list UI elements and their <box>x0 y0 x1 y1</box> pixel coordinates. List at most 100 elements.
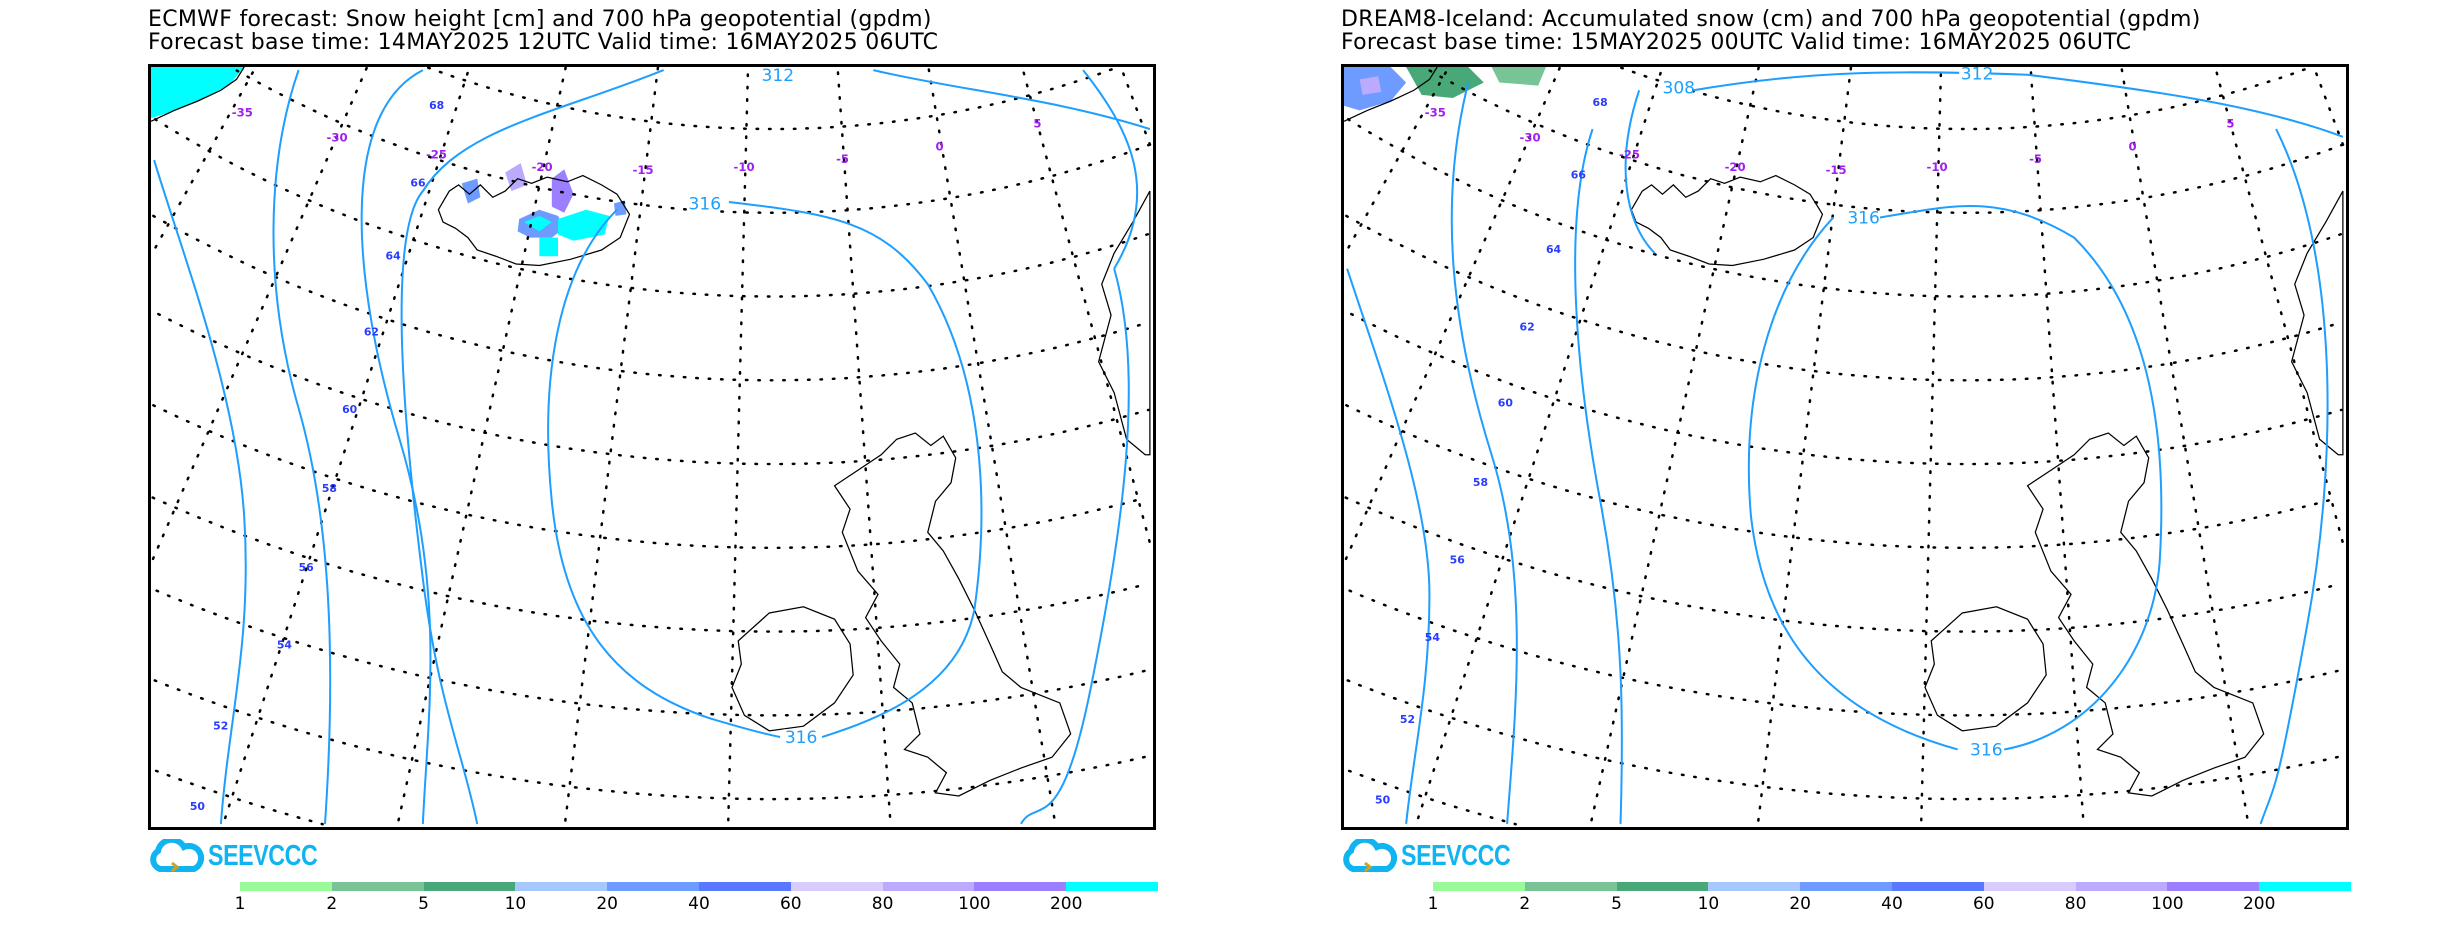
parallel-line <box>235 69 1153 215</box>
colorbar-swatch <box>1983 882 2076 891</box>
colorbar-swatch <box>1800 882 1892 891</box>
seevccc-logo: SEEVCCC <box>1341 838 1538 874</box>
map-plot: -35 -30 -25 -20 -15 -10 -5 0 5 68 66 64 62 60 58 56 54 52… <box>148 64 1156 830</box>
colorbar-labels: 1 2 5 10 20 40 60 80 100 200 <box>1428 894 2351 914</box>
colorbar-swatch <box>1524 882 1617 891</box>
parallel-line <box>1428 69 2346 215</box>
meridian-line <box>396 67 567 827</box>
parallel-line <box>157 312 1150 466</box>
snow-field <box>523 215 552 232</box>
latitude-label: 52 <box>1400 713 1415 726</box>
panel-subtitle: Forecast base time: 15MAY2025 00UTC Vali… <box>1341 30 2132 55</box>
coastline <box>731 606 854 732</box>
contour-label-background <box>783 729 815 747</box>
parallel-line <box>1347 769 1517 826</box>
latitude-label: 58 <box>1473 476 1488 489</box>
parallel-line <box>1346 118 2346 298</box>
cloud-icon <box>1343 839 1397 873</box>
colorbar-swatch <box>240 882 332 891</box>
geopotential-contour <box>360 69 432 824</box>
parallel-line <box>155 589 1150 717</box>
parallel-line <box>1350 312 2343 466</box>
colorbar-label: 40 <box>688 894 710 914</box>
contour-label: 316 <box>785 728 818 748</box>
parallel-line <box>427 67 1118 131</box>
parallel-line <box>152 214 1150 382</box>
colorbar-label: 10 <box>1697 894 1720 914</box>
meridian-line <box>836 71 892 825</box>
colorbar-swatch <box>607 882 699 891</box>
colorbar-swatch <box>2167 882 2260 891</box>
meridian-line <box>563 67 660 824</box>
snow-field <box>558 209 610 241</box>
latitude-label: 50 <box>1375 794 1391 807</box>
meridian-line <box>927 68 1057 827</box>
meridian-line <box>1589 67 1760 827</box>
snow-field <box>1359 76 1382 95</box>
contour-label-background <box>1660 79 1692 97</box>
colorbar-label: 60 <box>1972 894 1995 914</box>
meridian-line <box>2215 71 2346 554</box>
geopotential-contour <box>1346 268 1431 825</box>
contour-label: 316 <box>689 195 722 215</box>
longitude-label: -30 <box>1520 130 1541 144</box>
contour-label: 312 <box>762 67 795 86</box>
colorbar-swatch <box>974 882 1067 891</box>
colorbar-label: 20 <box>1789 894 1812 914</box>
colorbar <box>1433 882 2351 891</box>
geopotential-contour <box>1624 89 1656 254</box>
latitude-label: 66 <box>1571 169 1586 182</box>
geopotential-contour <box>1450 82 1518 824</box>
latitude-label: 64 <box>386 249 402 262</box>
longitude-label: 5 <box>2226 116 2234 130</box>
colorbar-label: 40 <box>1881 894 1903 914</box>
logo-text: SEEVCCC <box>208 839 318 872</box>
meridian-line <box>1344 67 1561 561</box>
latitude-label: 58 <box>322 482 337 495</box>
colorbar-swatch <box>423 882 516 891</box>
parallel-line <box>1345 404 2340 550</box>
contour-label-background <box>759 67 792 85</box>
latitude-label: 52 <box>213 719 228 732</box>
latitude-label: 54 <box>1425 631 1441 644</box>
colorbar-swatch <box>1891 882 1984 891</box>
meridian-line <box>2120 68 2250 827</box>
colorbar-swatch <box>882 882 975 891</box>
latitude-label: 60 <box>1498 397 1514 410</box>
geopotential-contour <box>547 208 781 739</box>
colorbar-legend: 1 2 5 10 20 40 60 80 100 200 <box>1428 882 2351 914</box>
contour-label-background <box>1959 67 1991 83</box>
colorbar-label: 2 <box>1519 894 1531 914</box>
longitude-label: -5 <box>836 152 849 166</box>
seevccc-logo: SEEVCCC <box>148 838 345 874</box>
geopotential-contour <box>1879 204 2163 751</box>
longitude-label: -25 <box>1619 148 1640 162</box>
parallel-line <box>1344 496 2342 633</box>
coastline <box>437 174 631 267</box>
latitude-label: 68 <box>1593 96 1608 109</box>
logo-text: SEEVCCC <box>1401 839 1511 872</box>
colorbar-swatch <box>2075 882 2168 891</box>
meridian-line <box>1919 73 1943 827</box>
contour-label: 312 <box>1961 67 1994 84</box>
snow-field <box>1491 67 1546 86</box>
longitude-label: -25 <box>426 148 447 162</box>
geopotential-contour <box>1574 128 1623 824</box>
contour-label-background <box>1968 741 2000 759</box>
longitude-label: 0 <box>2129 140 2137 154</box>
snow-field <box>539 237 559 257</box>
geopotential-contour <box>728 200 983 739</box>
longitude-label: -10 <box>1927 160 1948 174</box>
colorbar-swatch <box>698 882 791 891</box>
colorbar-label: 10 <box>504 894 527 914</box>
meridian-line <box>1756 67 1853 824</box>
meridian-line <box>2315 72 2345 148</box>
geopotential-contour <box>2259 128 2329 825</box>
forecast-panel-1: ECMWF forecast: Snow height [cm] and 700… <box>148 0 1248 925</box>
coastline <box>1630 174 1824 267</box>
latitude-label: 54 <box>277 639 293 652</box>
colorbar-label: 60 <box>779 894 802 914</box>
colorbar-swatch <box>1433 882 1525 891</box>
geopotential-contour <box>1020 268 1130 825</box>
contour-label: 308 <box>1662 78 1695 98</box>
